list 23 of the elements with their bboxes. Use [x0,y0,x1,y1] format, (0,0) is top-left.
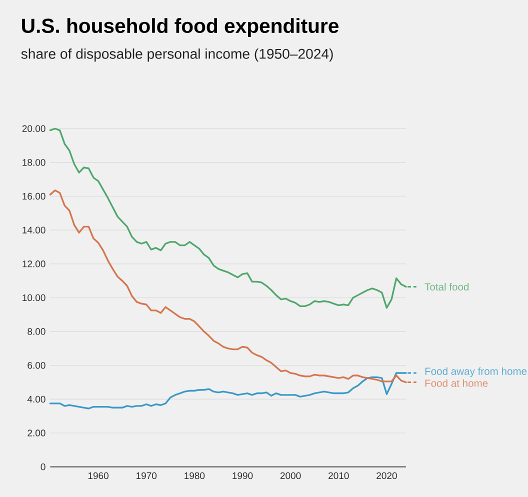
x-tick-label: 2010 [328,472,349,479]
x-tick-label: 1960 [88,472,108,479]
x-tick-label: 1970 [136,472,157,479]
x-tick-label: 2000 [280,472,301,479]
y-tick-label: 8.00 [28,328,46,335]
y-tick-label: 6.00 [28,362,46,369]
y-tick-label: 4.00 [27,396,46,402]
legend-label: Food away from home [425,367,527,377]
x-tick-label: 2020 [376,472,397,479]
y-tick-label: 2.00 [28,429,46,436]
chart-title: U.S. household food expenditure [22,18,338,37]
legend-label: Food at home [425,379,488,387]
x-tick-label: 1990 [232,472,253,479]
y-tick-label: 20.00 [22,125,46,132]
y-tick-label: 16.00 [22,192,46,200]
y-tick-label: 12.00 [22,260,46,268]
y-tick-label: 0 [40,463,46,470]
y-tick-label: 10.00 [22,294,46,301]
y-tick-label: 18.00 [22,158,46,166]
legend-label: Total food [424,282,469,290]
y-tick-label: 14.00 [22,226,46,234]
x-tick-label: 1980 [184,472,205,479]
chart-subtitle: share of disposable personal income (1950–2024) [21,48,333,62]
